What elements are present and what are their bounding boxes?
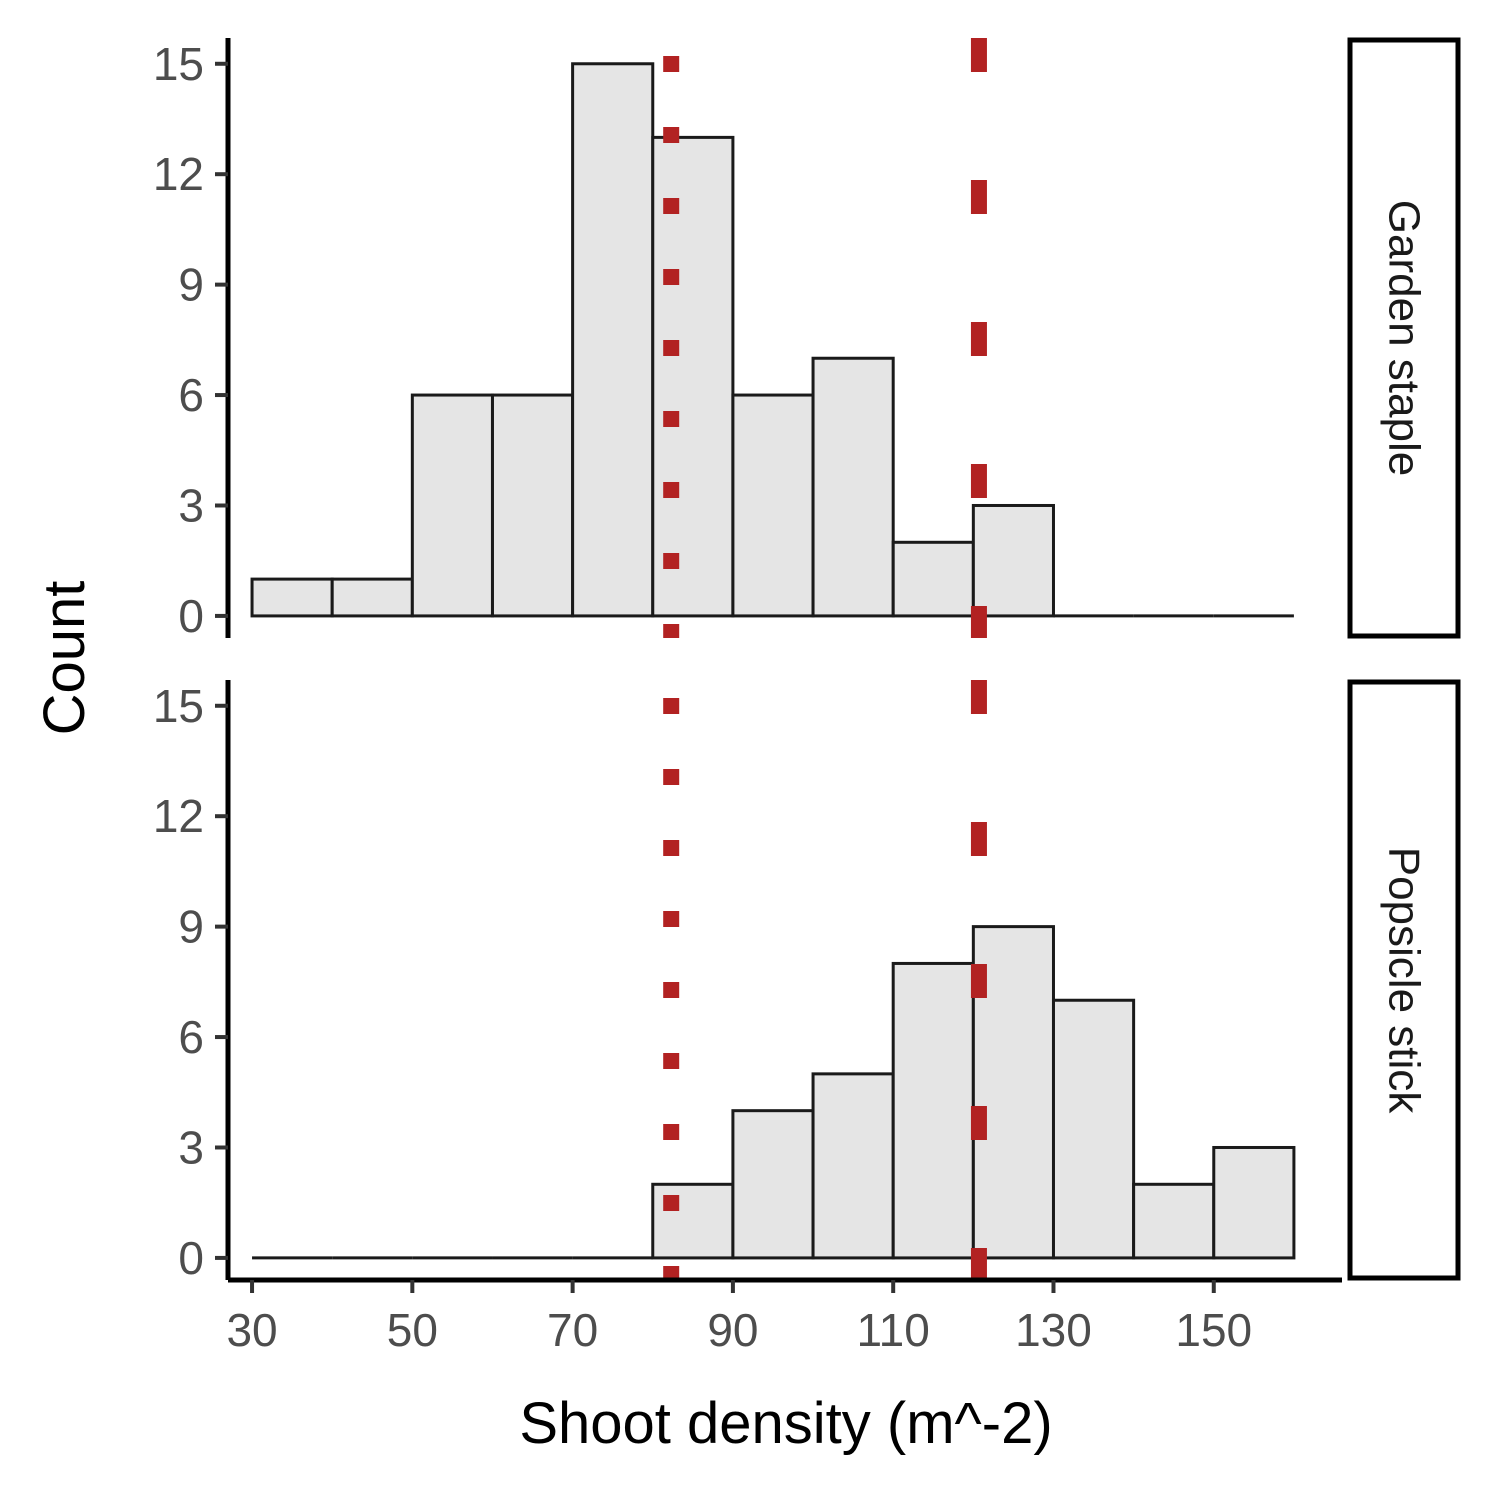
histogram-bars <box>250 62 1294 618</box>
histogram-bar <box>891 961 975 1260</box>
histogram-bar <box>731 1109 815 1260</box>
x-tick-label: 70 <box>547 1304 598 1356</box>
y-tick-label: 6 <box>178 369 204 421</box>
facet-strip <box>1347 37 1461 639</box>
histogram-bar <box>891 540 975 618</box>
histogram-bar <box>410 393 494 618</box>
histogram-bar <box>1212 1145 1296 1260</box>
y-axis-title: Count <box>32 581 97 736</box>
histogram-bar <box>731 393 815 618</box>
histogram-bar <box>250 577 334 618</box>
x-axis: 30 50 70 90 110 130 150 <box>226 1277 1342 1356</box>
x-tick-label: 50 <box>387 1304 438 1356</box>
histogram-bar <box>330 577 414 618</box>
histogram-bar <box>490 393 575 618</box>
facet-panel: 0 3 6 9 12 15 Garden staple <box>153 37 1461 642</box>
histogram-bar <box>811 1072 895 1260</box>
facet-strip-label: Popsicle stick <box>1380 847 1429 1115</box>
histogram-bar <box>571 62 655 618</box>
x-tick-label: 130 <box>1015 1304 1092 1356</box>
y-tick-label: 0 <box>178 1232 204 1284</box>
x-tick-label: 150 <box>1175 1304 1252 1356</box>
y-tick-label: 15 <box>153 38 204 90</box>
histogram-bar <box>811 356 895 618</box>
y-tick-label: 9 <box>178 901 204 953</box>
y-tick-label: 3 <box>178 479 204 531</box>
histogram-bars <box>252 925 1296 1260</box>
facet-panels: 0 3 6 9 12 15 Garden staple 0 3 6 9 12 15 Popsicle st… <box>153 37 1461 1284</box>
y-tick-label: 3 <box>178 1121 204 1173</box>
x-tick-label: 90 <box>707 1304 758 1356</box>
x-tick-label: 110 <box>857 1304 930 1356</box>
facet-strip-label: Garden staple <box>1380 200 1429 476</box>
x-tick-label: 30 <box>226 1304 277 1356</box>
facet-panel: 0 3 6 9 12 15 Popsicle stick <box>153 679 1461 1284</box>
histogram-bar <box>1132 1182 1216 1260</box>
y-tick-label: 0 <box>178 590 204 642</box>
y-tick-label: 9 <box>178 259 204 311</box>
y-tick-label: 12 <box>153 790 204 842</box>
histogram-bar <box>971 503 1055 618</box>
x-axis-title: Shoot density (m^-2) <box>519 1391 1052 1456</box>
y-tick-label: 6 <box>178 1011 204 1063</box>
histogram-bar <box>651 135 735 618</box>
facet-strip <box>1347 679 1461 1281</box>
histogram-bar <box>1051 998 1136 1260</box>
y-tick-label: 15 <box>153 680 204 732</box>
y-tick-label: 12 <box>153 148 204 200</box>
